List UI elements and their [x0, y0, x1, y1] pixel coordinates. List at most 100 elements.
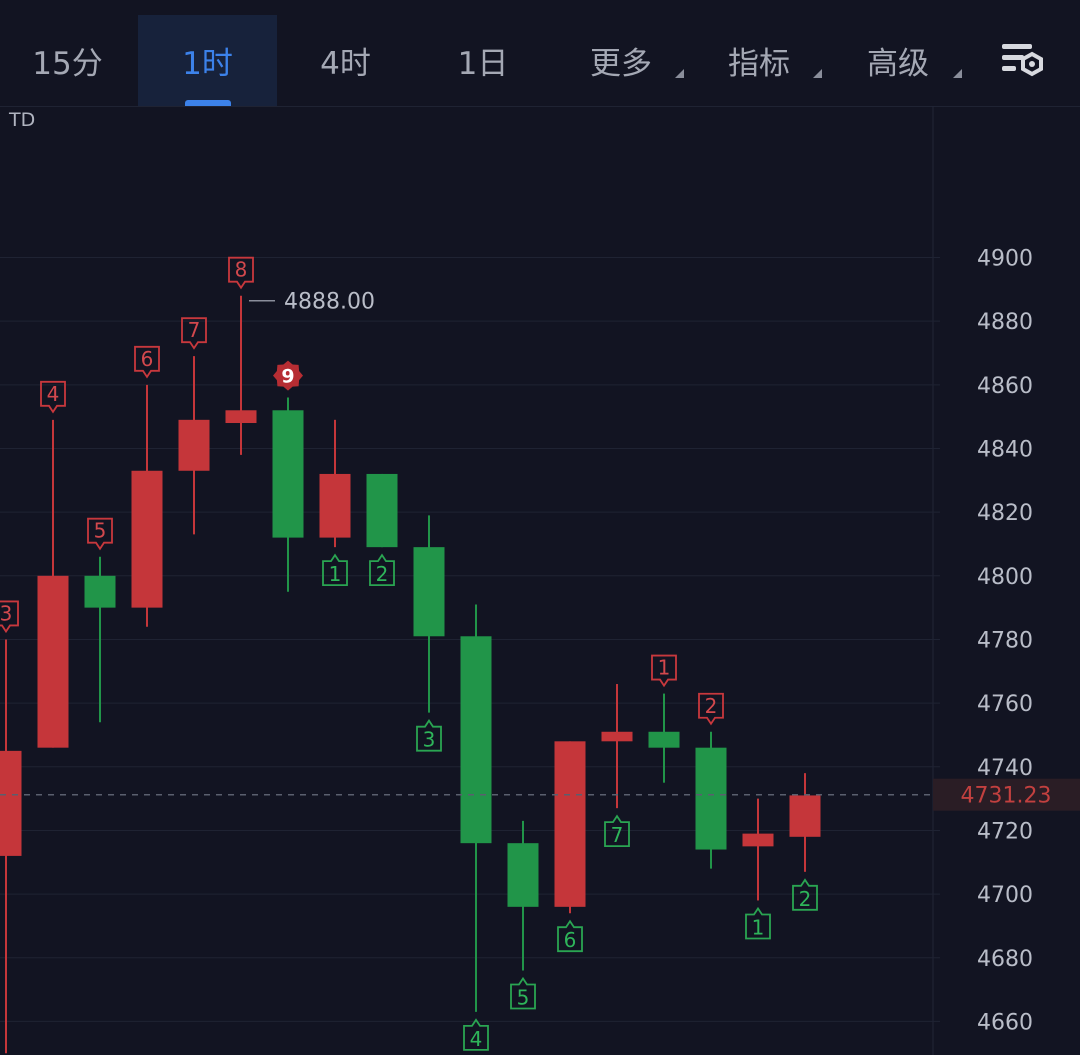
- candle-body: [413, 547, 445, 637]
- td-label: 4: [470, 1027, 483, 1051]
- candle-body: [460, 636, 492, 844]
- td-sell-count-box: [651, 654, 677, 688]
- candle: [178, 356, 210, 535]
- dropdown-caret-icon: [675, 69, 684, 78]
- candle-body: [272, 410, 304, 538]
- td-marker: 6: [557, 919, 583, 953]
- td-buy-count-box: [792, 878, 818, 911]
- candlestick-chart[interactable]: 4900 4880 4860 4840 4820 4800 4780 4760 4740 4720…: [0, 106, 1080, 1055]
- td-label: 5: [517, 985, 530, 1009]
- td-label: 3: [0, 601, 12, 625]
- td-label: 1: [752, 915, 765, 939]
- candle-body: [789, 795, 821, 837]
- td-marker: 1: [651, 654, 677, 688]
- td-marker: 5: [87, 517, 113, 551]
- td-label: 3: [423, 728, 436, 752]
- candle: [0, 639, 22, 1054]
- candle: [319, 419, 351, 548]
- td-label: 6: [141, 347, 154, 371]
- y-tick-label: 4680: [977, 947, 1033, 972]
- td-marker: 8: [228, 256, 254, 290]
- td-marker: 7: [604, 814, 630, 848]
- td-marker: 1: [745, 906, 771, 940]
- y-tick-label: 4740: [977, 756, 1033, 781]
- tab-label: 1时: [182, 46, 233, 82]
- candle-body: [742, 833, 774, 847]
- td-marker: 2: [792, 878, 818, 911]
- tab-6[interactable]: 高级: [828, 15, 968, 106]
- candle-body: [507, 843, 539, 907]
- current-price-label: 4731.23: [961, 784, 1052, 809]
- candle: [601, 684, 633, 809]
- td-sell-count-box: [181, 317, 207, 350]
- price-overlay: 4731.23 4888.00: [0, 290, 1080, 811]
- candle: [554, 741, 586, 914]
- td-label: 9: [281, 366, 294, 388]
- chart-settings-gear-icon: [1002, 44, 1043, 77]
- td-marker: 4: [463, 1018, 489, 1051]
- high-price-label: 4888.00: [284, 290, 375, 315]
- td-buy-count-box: [604, 814, 630, 848]
- candle: [37, 419, 69, 748]
- active-tab-indicator: [184, 100, 231, 106]
- td-label: 5: [94, 519, 107, 543]
- td-sell-count-box: [134, 345, 160, 379]
- td-label: 4: [47, 382, 60, 406]
- candle-body: [84, 575, 116, 608]
- td-buy-count-box: [510, 976, 536, 1010]
- td-sell-count-box: [0, 600, 19, 634]
- y-tick-label: 4660: [977, 1010, 1033, 1035]
- td-marker: 6: [134, 345, 160, 379]
- candle-body: [695, 747, 727, 850]
- candle-body: [554, 741, 586, 907]
- td-buy-count-box: [745, 906, 771, 940]
- candle-body: [131, 470, 163, 608]
- td-label: 7: [188, 318, 201, 342]
- td-buy-count-box: [416, 719, 442, 752]
- td-label: 2: [799, 887, 812, 911]
- candle: [789, 773, 821, 872]
- y-tick-label: 4760: [977, 692, 1033, 717]
- td-marker: 3: [0, 600, 19, 634]
- td-label: 8: [235, 258, 248, 282]
- y-tick-label: 4820: [977, 501, 1033, 526]
- candles-layer: [0, 295, 821, 1054]
- td-label: 1: [658, 656, 671, 680]
- tab-2[interactable]: 4时: [277, 15, 414, 106]
- td-label: 2: [376, 562, 389, 586]
- candle-body: [37, 575, 69, 748]
- tab-3[interactable]: 1日: [414, 15, 552, 106]
- dropdown-caret-icon: [813, 69, 822, 78]
- candle: [648, 693, 680, 783]
- td-nine-badge: [273, 360, 303, 391]
- candle-body: [648, 731, 680, 748]
- td-sell-count-box: [40, 380, 66, 414]
- tab-0[interactable]: 15分: [0, 15, 135, 106]
- tab-1[interactable]: 1时: [138, 15, 277, 106]
- td-marker: 4: [40, 380, 66, 414]
- candle-body: [0, 750, 22, 856]
- candle: [84, 556, 116, 723]
- td-label: 2: [705, 694, 718, 718]
- y-tick-label: 4840: [977, 437, 1033, 462]
- candle: [742, 798, 774, 901]
- candle-body: [225, 410, 257, 424]
- candle: [366, 473, 398, 548]
- td-markers-layer: 3 4 5 6 7 8 9 1 2 3 4 5 6 7 1 2 1 2: [0, 256, 818, 1051]
- td-buy-count-box: [557, 919, 583, 953]
- chart-settings-button[interactable]: [998, 40, 1048, 82]
- td-label: 1: [329, 562, 342, 586]
- y-tick-label: 4780: [977, 628, 1033, 653]
- candle: [413, 515, 445, 713]
- td-marker: 5: [510, 976, 536, 1010]
- tab-4[interactable]: 更多: [552, 15, 690, 106]
- y-tick-label: 4860: [977, 374, 1033, 399]
- td-sell-count-box: [87, 517, 113, 551]
- tab-5[interactable]: 指标: [690, 15, 828, 106]
- td-label: 7: [611, 823, 624, 847]
- tab-label: 15分: [32, 46, 103, 82]
- chart-grid: [0, 106, 940, 1055]
- td-buy-count-box: [369, 553, 395, 587]
- y-tick-label: 4720: [977, 819, 1033, 844]
- td-marker: 9: [273, 360, 303, 391]
